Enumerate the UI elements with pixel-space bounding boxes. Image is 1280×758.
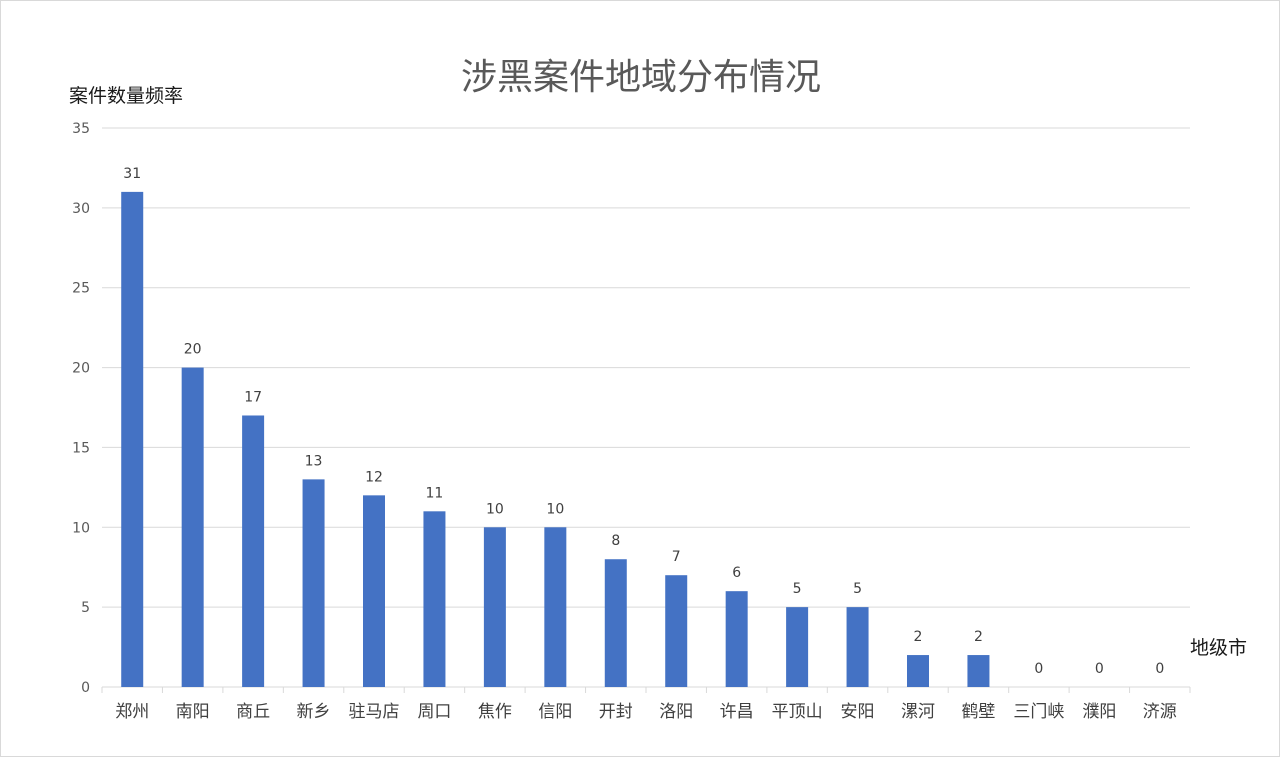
bar xyxy=(665,575,688,687)
x-tick-label: 开封 xyxy=(599,702,633,722)
bar xyxy=(786,607,809,687)
x-tick-label: 南阳 xyxy=(176,702,210,722)
x-tick-label: 许昌 xyxy=(720,702,754,722)
y-tick-labels: 0 5 10 15 20 25 30 35 xyxy=(72,121,90,696)
y-tick-label: 15 xyxy=(72,440,90,456)
x-tick-label: 平顶山 xyxy=(772,702,823,722)
data-label: 2 xyxy=(914,629,923,645)
data-label: 8 xyxy=(611,533,620,549)
bar xyxy=(242,415,265,687)
x-axis-title: 地级市 xyxy=(1190,637,1247,659)
x-tick-label: 焦作 xyxy=(478,702,512,722)
data-label: 2 xyxy=(974,629,983,645)
data-label: 5 xyxy=(853,581,862,597)
data-label: 10 xyxy=(486,501,504,517)
bar xyxy=(544,527,567,687)
x-tick-label: 三门峡 xyxy=(1013,702,1064,722)
bar xyxy=(423,511,446,687)
data-label: 0 xyxy=(1034,661,1043,677)
y-tick-label: 5 xyxy=(81,600,90,616)
y-axis-title: 案件数量频率 xyxy=(69,85,183,107)
x-tick-labels: 郑州 南阳 商丘 新乡 驻马店 周口 焦作 信阳 开封 洛阳 许昌 平顶山 安阳 漯河 鹤壁 三门峡 濮阳 济源 xyxy=(115,702,1177,722)
data-label: 12 xyxy=(365,469,383,485)
y-tick-label: 20 xyxy=(72,361,90,377)
y-tick-label: 35 xyxy=(72,121,90,137)
x-tick-label: 新乡 xyxy=(297,702,331,722)
bar xyxy=(604,559,627,687)
data-label: 20 xyxy=(184,342,202,358)
bar xyxy=(363,495,385,687)
chart-title: 涉黑案件地域分布情况 xyxy=(461,57,821,98)
data-label: 11 xyxy=(426,485,444,501)
x-tick-label: 漯河 xyxy=(901,702,935,722)
data-label: 7 xyxy=(672,549,681,565)
bar xyxy=(967,655,990,687)
y-tick-label: 30 xyxy=(72,201,90,217)
bar xyxy=(302,479,325,687)
bar xyxy=(181,367,204,687)
data-label: 13 xyxy=(305,453,323,469)
data-label: 0 xyxy=(1155,661,1164,677)
x-tick-label: 驻马店 xyxy=(349,702,400,722)
bar xyxy=(483,527,506,687)
gridlines xyxy=(101,127,1191,693)
y-tick-label: 25 xyxy=(72,281,90,297)
data-label: 31 xyxy=(123,166,141,182)
x-tick-label: 鹤壁 xyxy=(961,702,995,722)
bar xyxy=(846,607,869,687)
x-tick-label: 濮阳 xyxy=(1082,702,1116,722)
bar xyxy=(121,191,144,687)
data-label: 10 xyxy=(546,501,564,517)
y-tick-label: 10 xyxy=(72,520,90,536)
x-tick-label: 洛阳 xyxy=(659,702,693,722)
bar xyxy=(907,655,929,687)
bars xyxy=(121,191,990,687)
x-tick-label: 郑州 xyxy=(115,702,149,722)
data-label: 0 xyxy=(1095,661,1104,677)
data-label: 5 xyxy=(793,581,802,597)
bar xyxy=(725,591,748,687)
x-tick-label: 周口 xyxy=(417,702,451,722)
x-tick-label: 商丘 xyxy=(236,702,270,722)
x-tick-label: 信阳 xyxy=(538,702,572,722)
data-label: 17 xyxy=(244,389,262,405)
x-tick-label: 安阳 xyxy=(841,702,875,722)
x-tick-label: 济源 xyxy=(1143,702,1177,722)
data-label: 6 xyxy=(732,565,741,581)
y-tick-label: 0 xyxy=(81,680,90,696)
